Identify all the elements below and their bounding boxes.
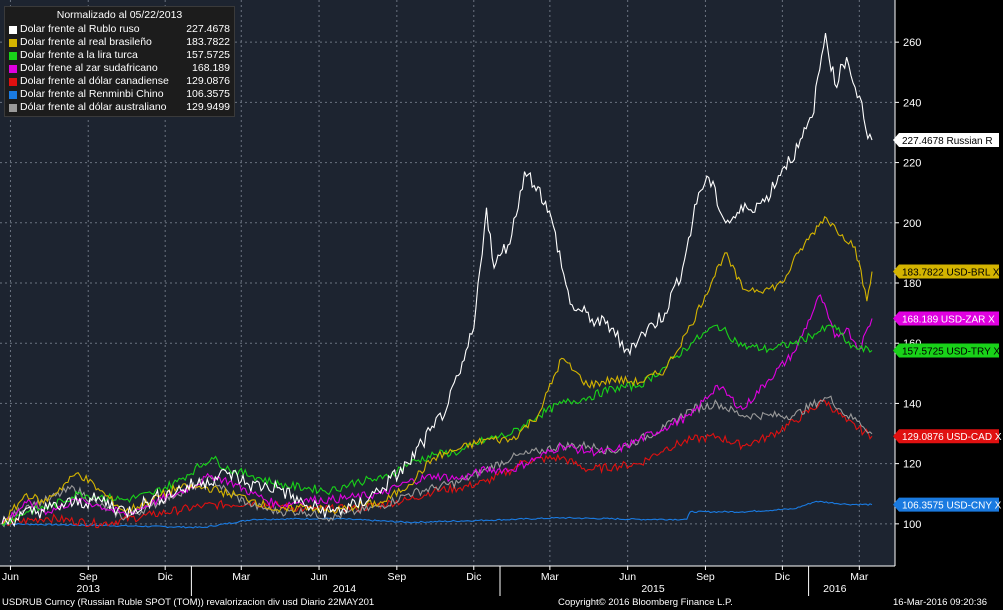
last-value-tag-label: 183.7822 USD-BRL X <box>902 268 1000 279</box>
y-tick-label: 240 <box>903 97 921 109</box>
last-value-tag-label: 168.189 USD-ZAR X <box>902 315 995 326</box>
y-tick-label: 200 <box>903 218 921 230</box>
x-month-label: Dic <box>466 571 481 583</box>
y-tick-label: 260 <box>903 37 921 49</box>
x-month-label: Mar <box>850 571 869 583</box>
legend-item-brl: Dolar frente al real brasileño 183.7822 <box>9 36 230 49</box>
legend-swatch-cad <box>9 77 17 86</box>
x-year-label: 2013 <box>77 583 101 595</box>
legend-value: 129.9499 <box>186 101 230 113</box>
legend-value: 157.5725 <box>186 49 230 61</box>
footer: USDRUB Curncy (Russian Ruble SPOT (TOM))… <box>0 596 1003 610</box>
x-axis: Jun Sep Dic Mar Jun Sep Dic Mar Jun Sep Dic Mar 2013… <box>0 565 895 596</box>
x-year-label: 2015 <box>641 583 665 595</box>
last-value-tag-label: 129.0876 USD-CAD X <box>902 432 1002 443</box>
last-value-tag <box>893 497 999 512</box>
x-month-label: Sep <box>79 571 98 583</box>
last-value-tag <box>893 311 999 326</box>
legend-swatch-brl <box>9 38 17 47</box>
legend-value: 129.0876 <box>186 75 230 87</box>
legend-label: Dolar frente a la lira turca <box>20 49 138 61</box>
last-value-tag-label: 227.4678 Russian R <box>902 136 993 147</box>
legend-label: Dolar frente al Rublo ruso <box>20 23 140 35</box>
series-line <box>1 215 873 525</box>
x-month-label: Mar <box>232 571 251 583</box>
y-tick-label: 180 <box>903 278 921 290</box>
legend-title: Normalizado al 05/22/2013 <box>56 9 183 21</box>
legend-swatch-rub <box>9 25 17 34</box>
x-month-label: Jun <box>311 571 328 583</box>
y-tick-label: 140 <box>903 398 921 410</box>
x-month-label: Jun <box>2 571 19 583</box>
last-value-tag <box>893 264 999 279</box>
legend-swatch-cny <box>9 90 17 99</box>
y-tick-label: 220 <box>903 158 921 170</box>
series-line <box>1 324 873 527</box>
legend-label: Dolar frente al dólar canadiense <box>20 75 169 87</box>
legend-label: Dolar frene al zar sudafricano <box>20 62 158 74</box>
legend-item-rub: Dolar frente al Rublo ruso 227.4678 <box>9 23 230 36</box>
x-month-label: Sep <box>387 571 406 583</box>
legend-value: 183.7822 <box>186 36 230 48</box>
x-month-label: Mar <box>541 571 560 583</box>
last-value-tag <box>893 132 999 147</box>
series-line <box>2 500 873 529</box>
legend-swatch-zar <box>9 64 17 73</box>
last-value-tag <box>893 429 999 444</box>
legend-item-cad: Dolar frente al dólar canadiense 129.087… <box>9 75 230 88</box>
last-value-tag <box>893 343 999 358</box>
legend-item-aud: Dólar frente al dólar australiano 129.94… <box>9 101 230 114</box>
legend-item-try: Dolar frente a la lira turca 157.5725 <box>9 49 230 62</box>
legend-item-cny: Dolar frente al Renminbi Chino 106.3575 <box>9 88 230 101</box>
x-month-label: Jun <box>619 571 636 583</box>
footer-copyright: Copyright© 2016 Bloomberg Finance L.P. <box>558 597 733 608</box>
y-tick-label: 100 <box>903 519 921 531</box>
x-year-label: 2014 <box>333 583 357 595</box>
x-month-label: Sep <box>696 571 715 583</box>
x-month-label: Dic <box>158 571 173 583</box>
x-year-label: 2016 <box>823 583 847 595</box>
last-value-tag-label: 106.3575 USD-CNY X <box>902 501 1002 512</box>
legend-value: 106.3575 <box>186 88 230 100</box>
last-value-tags: 227.4678 Russian R 183.7822 USD-BRL X 157.… <box>893 132 1002 512</box>
legend-label: Dolar frente al real brasileño <box>20 36 152 48</box>
legend-swatch-aud <box>9 103 17 112</box>
footer-timestamp: 16-Mar-2016 09:20:36 <box>893 597 988 608</box>
legend: Normalizado al 05/22/2013 Dolar frente a… <box>4 6 235 117</box>
x-month-label: Dic <box>775 571 790 583</box>
series-line <box>1 294 873 525</box>
y-tick-label: 120 <box>903 459 921 471</box>
series-line <box>1 33 873 528</box>
legend-swatch-try <box>9 51 17 60</box>
last-value-tag-label: 157.5725 USD-TRY X <box>902 346 1000 357</box>
footer-security-description: USDRUB Curncy (Russian Ruble SPOT (TOM))… <box>2 597 375 608</box>
legend-value: 168.189 <box>192 62 230 74</box>
legend-value: 227.4678 <box>186 23 230 35</box>
legend-item-zar: Dolar frene al zar sudafricano 168.189 <box>9 62 230 75</box>
legend-label: Dólar frente al dólar australiano <box>20 101 167 113</box>
legend-label: Dolar frente al Renminbi Chino <box>20 88 164 100</box>
series-lines <box>1 33 873 529</box>
